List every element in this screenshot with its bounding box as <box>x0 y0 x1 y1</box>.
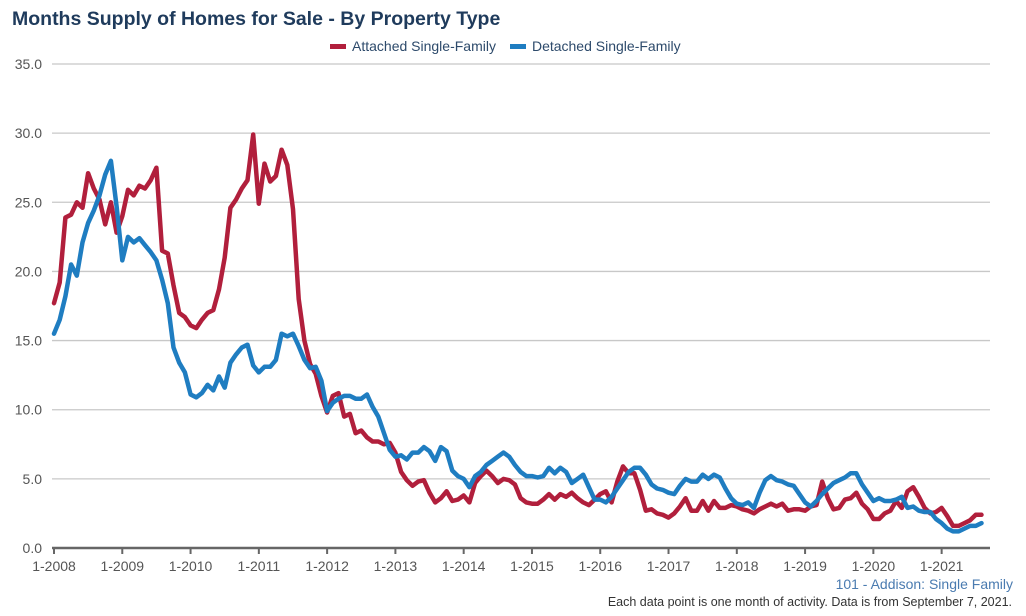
legend-label-attached: Attached Single-Family <box>352 38 496 54</box>
x-tick-label: 1-2013 <box>374 558 418 574</box>
legend: Attached Single-Family Detached Single-F… <box>330 38 681 54</box>
x-tick-label: 1-2010 <box>169 558 213 574</box>
legend-item-detached[interactable]: Detached Single-Family <box>509 38 681 54</box>
x-tick-label: 1-2015 <box>510 558 554 574</box>
chart-title: Months Supply of Homes for Sale - By Pro… <box>12 8 501 30</box>
legend-swatch-attached <box>330 43 346 49</box>
legend-label-detached: Detached Single-Family <box>531 38 681 54</box>
x-tick-label: 1-2021 <box>920 558 964 574</box>
series-line-attached <box>51 132 984 529</box>
x-tick-label: 1-2011 <box>238 558 281 574</box>
y-tick-label: 0.0 <box>23 540 43 556</box>
x-tick-label: 1-2014 <box>442 558 486 574</box>
x-tick-label: 1-2019 <box>783 558 827 574</box>
y-tick-label: 5.0 <box>23 471 43 487</box>
legend-item-attached[interactable]: Attached Single-Family <box>330 38 496 54</box>
x-tick-label: 1-2016 <box>578 558 622 574</box>
x-tick-label: 1-2017 <box>647 558 691 574</box>
x-tick-label: 1-2012 <box>305 558 349 574</box>
y-tick-label: 30.0 <box>15 125 42 141</box>
y-tick-label: 35.0 <box>15 56 42 72</box>
series-line-detached <box>51 158 984 534</box>
y-tick-label: 25.0 <box>15 194 42 210</box>
source-label: 101 - Addison: Single Family <box>835 576 1013 592</box>
x-tick-label: 1-2008 <box>32 558 76 574</box>
y-tick-label: 15.0 <box>15 333 42 349</box>
y-tick-label: 10.0 <box>15 402 42 418</box>
x-tick-label: 1-2009 <box>100 558 144 574</box>
x-tick-label: 1-2020 <box>852 558 896 574</box>
footnote: Each data point is one month of activity… <box>607 595 1012 609</box>
legend-swatch-detached <box>509 43 526 49</box>
x-tick-label: 1-2018 <box>715 558 759 574</box>
y-tick-label: 20.0 <box>15 263 42 279</box>
